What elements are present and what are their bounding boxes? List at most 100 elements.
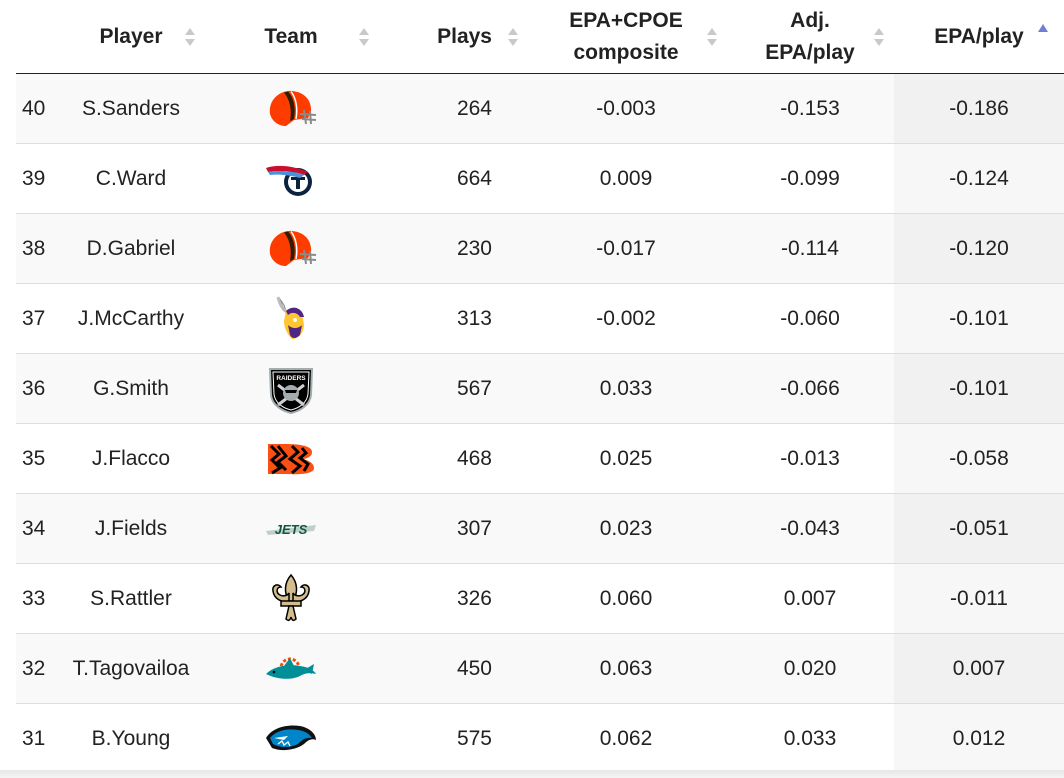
sort-arrows-icon[interactable]: [184, 25, 196, 49]
rank-cell: 39: [16, 143, 56, 214]
epa-cell: -0.101: [894, 283, 1064, 354]
adj-epa-cell: -0.099: [726, 143, 894, 214]
raiders-shield-icon: RAIDERS: [264, 367, 318, 414]
adj-epa-cell: -0.043: [726, 493, 894, 564]
team-logo-cell: [206, 213, 376, 284]
panthers-logo-icon: [264, 725, 318, 750]
browns-helmet-icon: [264, 90, 318, 126]
team-logo-cell: [206, 423, 376, 494]
rank-cell: 40: [22, 96, 46, 120]
sort-arrows-icon[interactable]: [706, 25, 718, 49]
header-team[interactable]: Team: [206, 0, 376, 74]
plays-cell: 450: [376, 633, 526, 704]
team-logo-cell: [206, 563, 376, 634]
player-name-cell: J.McCarthy: [56, 283, 206, 354]
header-plays-label: Plays: [437, 24, 492, 48]
adj-epa-cell: 0.007: [726, 563, 894, 634]
player-name-cell: G.Smith: [56, 353, 206, 424]
composite-cell: -0.002: [526, 283, 726, 354]
player-name-cell: B.Young: [56, 703, 206, 773]
plays-cell: 307: [376, 493, 526, 564]
table-row: 37 J.McCarthy 313 -0.002 -0.060 -0.101: [16, 283, 1064, 354]
header-composite-line1: EPA+CPOE: [569, 8, 683, 32]
composite-cell: -0.003: [596, 96, 656, 120]
table-row: 34 J.Fields JETS 307 0.023 -0.043 -0.051: [16, 493, 1064, 564]
header-epa[interactable]: EPA/play: [894, 0, 1064, 74]
rank-cell: 38: [16, 213, 56, 284]
rank-cell: 34: [16, 493, 56, 564]
header-adj-line2: EPA/play: [765, 40, 855, 64]
adj-epa-cell: -0.066: [726, 353, 894, 424]
player-name-cell: J.Fields: [56, 493, 206, 564]
sort-ascending-icon[interactable]: [1037, 10, 1049, 34]
header-adj-epa[interactable]: Adj. EPA/play: [726, 0, 894, 74]
dolphins-logo-icon: [264, 656, 318, 679]
svg-text:RAIDERS: RAIDERS: [276, 375, 306, 382]
header-composite[interactable]: EPA+CPOE composite: [526, 0, 726, 74]
rank-cell: 31: [16, 703, 56, 773]
table-row: 36 G.Smith RAIDERS 567 0.033 -0.066 -0.101: [16, 353, 1064, 424]
plays-cell: 264: [456, 96, 492, 120]
team-logo-cell: JETS: [206, 493, 376, 564]
epa-cell: -0.124: [894, 143, 1064, 214]
adj-epa-cell: 0.033: [726, 703, 894, 773]
composite-cell: 0.062: [526, 703, 726, 773]
composite-cell: -0.017: [526, 213, 726, 284]
composite-cell: 0.023: [526, 493, 726, 564]
player-name-cell: S.Rattler: [56, 563, 206, 634]
plays-cell: 313: [376, 283, 526, 354]
rank-cell: 33: [16, 563, 56, 634]
adj-epa-cell: -0.153: [780, 96, 840, 120]
team-logo-cell: RAIDERS: [206, 353, 376, 424]
sort-arrows-icon[interactable]: [873, 25, 885, 49]
epa-cell: 0.012: [894, 703, 1064, 773]
player-name-cell: T.Tagovailoa: [56, 633, 206, 704]
header-player-label: Player: [99, 24, 163, 48]
table-header-row: Player Team Plays: [16, 0, 1064, 74]
adj-epa-cell: -0.114: [726, 213, 894, 284]
composite-cell: 0.025: [526, 423, 726, 494]
rank-cell: 35: [16, 423, 56, 494]
header-team-label: Team: [264, 24, 318, 48]
epa-cell: 0.007: [894, 633, 1064, 704]
epa-cell: -0.051: [894, 493, 1064, 564]
stats-table-container: Player Team Plays: [16, 0, 1064, 773]
qb-stats-table: Player Team Plays: [16, 0, 1064, 773]
plays-cell: 468: [376, 423, 526, 494]
table-row: 32 T.Tagovailoa 450 0.063 0.020 0.007: [16, 633, 1064, 704]
header-composite-line2: composite: [573, 40, 679, 64]
jets-wordmark-icon: JETS: [264, 516, 318, 539]
header-plays[interactable]: Plays: [376, 0, 526, 74]
rank-cell: 37: [16, 283, 56, 354]
adj-epa-cell: -0.060: [726, 283, 894, 354]
team-logo-cell: [206, 703, 376, 773]
team-logo-cell: [206, 283, 376, 354]
team-logo-cell: [206, 633, 376, 704]
table-row: 39 C.Ward 664 0.009 -0.099 -0.124: [16, 143, 1064, 214]
player-name-cell: C.Ward: [56, 143, 206, 214]
adj-epa-cell: -0.013: [726, 423, 894, 494]
sort-arrows-icon[interactable]: [507, 25, 519, 49]
composite-cell: 0.063: [526, 633, 726, 704]
saints-fleur-de-lis-icon: [264, 573, 318, 621]
table-row: 38 D.Gabriel 230 -0.017 -0.114 -0.120: [16, 213, 1064, 284]
rank-cell: 32: [16, 633, 56, 704]
epa-cell: -0.186: [894, 73, 1064, 144]
epa-cell: -0.058: [894, 423, 1064, 494]
table-row: 40 S.Sanders 264 -0.003 -0.153 -0.186: [16, 73, 1064, 144]
plays-cell: 230: [376, 213, 526, 284]
plays-cell: 567: [376, 353, 526, 424]
header-adj-line1: Adj.: [790, 8, 830, 32]
adj-epa-cell: 0.020: [726, 633, 894, 704]
sort-arrows-icon[interactable]: [358, 25, 370, 49]
titans-logo-icon: [264, 165, 318, 196]
epa-cell: -0.101: [894, 353, 1064, 424]
team-logo-cell: [206, 143, 376, 214]
table-row: 31 B.Young 575 0.062 0.033 0.012: [16, 703, 1064, 773]
scroll-shadow: [0, 770, 1064, 778]
bengals-logo-icon: [264, 443, 318, 474]
header-rank: [16, 0, 56, 74]
header-player[interactable]: Player: [56, 0, 206, 74]
table-body: 40 S.Sanders 264 -0.003 -0.153 -0.186 39 C.Ward…: [16, 73, 1064, 773]
player-name-cell: S.Sanders: [81, 96, 181, 120]
